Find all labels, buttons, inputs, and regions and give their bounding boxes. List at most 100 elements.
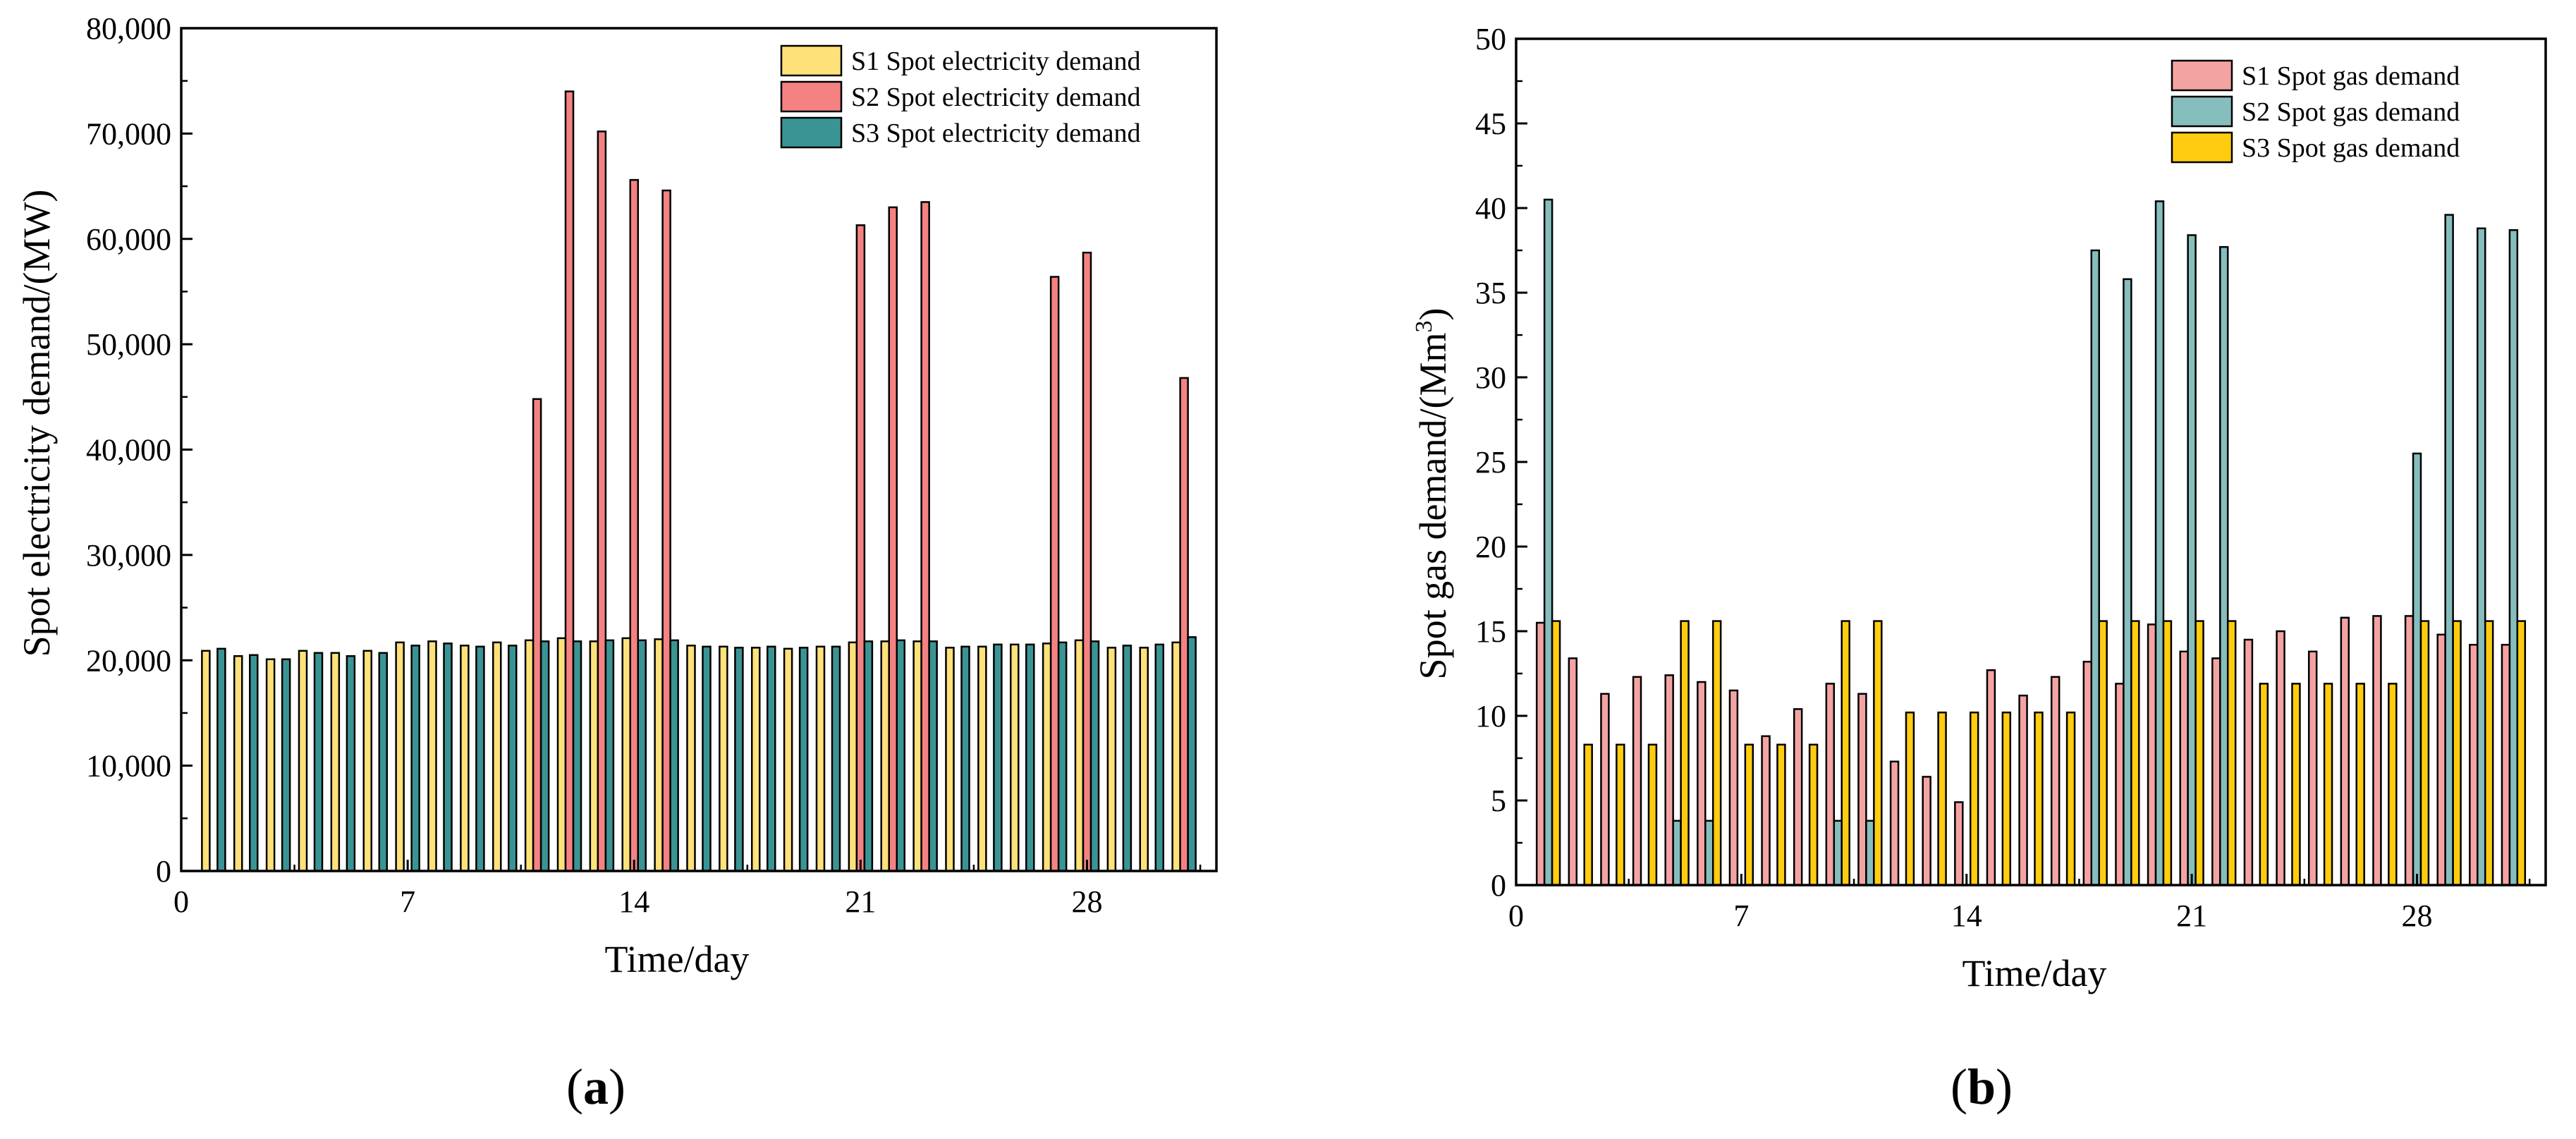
a-bar-s1-day-6 — [362, 650, 372, 872]
b-bar-s3-day-12 — [1905, 711, 1915, 887]
a-bar-s1-day-7 — [395, 641, 405, 872]
chart-b-legend: S1 Spot gas demand S2 Spot gas demand S3 S… — [2171, 59, 2460, 164]
b-bar-s2-day-1 — [1543, 198, 1553, 887]
b-x-tick-label: 14 — [1951, 899, 1982, 933]
b-bar-s1-day-14 — [1954, 801, 1964, 887]
a-legend-label-s1: S1 Spot electricity demand — [851, 47, 1141, 76]
b-bar-s3-day-18 — [2098, 620, 2108, 887]
chart-a-ylabel: Spot electricity demand/(MW) — [16, 190, 58, 657]
a-bar-s2-day-31 — [1179, 377, 1189, 872]
b-bar-s1-day-27 — [2372, 615, 2382, 887]
a-bar-s3-day-17 — [734, 647, 744, 872]
a-bar-s3-day-13 — [604, 639, 615, 872]
chart-b-xlabel: Time/day — [1962, 952, 2106, 994]
a-bar-s1-day-10 — [492, 641, 502, 872]
a-bar-s3-day-14 — [637, 639, 647, 872]
b-bar-s3-day-23 — [2259, 683, 2269, 887]
b-bar-s3-day-4 — [1647, 743, 1658, 887]
b-bar-s3-day-10 — [1841, 620, 1850, 887]
a-bar-s3-day-9 — [475, 645, 485, 872]
b-y-tick-label: 35 — [1475, 276, 1506, 310]
b-y-tick-label: 50 — [1475, 22, 1506, 56]
a-bar-s3-day-26 — [1025, 643, 1035, 872]
a-bar-s3-day-20 — [831, 645, 841, 872]
b-bar-s3-day-20 — [2162, 620, 2173, 887]
a-bar-s3-day-4 — [313, 652, 324, 872]
a-legend-swatch-s1 — [780, 44, 843, 77]
chart-a-panel-label: (a) — [566, 1059, 625, 1115]
a-bar-s2-day-21 — [855, 224, 866, 872]
chart-a-axes: 0 10,000 20,000 30,000 40,000 50,000 60,000 70,… — [86, 11, 1218, 919]
chart-b-bars — [1535, 198, 2527, 887]
a-bar-s3-day-12 — [572, 640, 582, 872]
a-bar-s3-day-1 — [216, 647, 226, 872]
a-bar-s2-day-14 — [629, 178, 640, 872]
b-bar-s1-day-30 — [2469, 643, 2479, 887]
b-bar-s3-day-6 — [1711, 620, 1722, 887]
a-legend-swatch-s3 — [780, 116, 843, 149]
a-legend-label-s2: S2 Spot electricity demand — [851, 83, 1141, 112]
b-bar-s1-day-29 — [2436, 633, 2446, 887]
b-bar-s1-day-11 — [1857, 693, 1867, 887]
b-legend-label-s2: S2 Spot gas demand — [2242, 97, 2460, 127]
b-y-tick-label: 5 — [1491, 784, 1506, 818]
b-y-tick-label: 0 — [1491, 868, 1506, 903]
a-bar-s2-day-23 — [920, 201, 930, 872]
b-bar-s1-day-9 — [1793, 708, 1803, 887]
b-bar-s2-day-29 — [2444, 214, 2454, 887]
chart-a-legend: S1 Spot electricity demand S2 Spot electr… — [780, 44, 1141, 149]
b-legend-label-s1: S1 Spot gas demand — [2242, 61, 2460, 91]
a-bar-s1-day-19 — [783, 647, 793, 872]
a-bar-s1-day-17 — [719, 645, 728, 872]
chart-b-axes: 0 5 10 15 20 25 30 35 40 45 50 0 7 14 21 28 — [1475, 22, 2547, 933]
a-bar-s2-day-27 — [1049, 276, 1060, 872]
b-y-tick-label: 45 — [1475, 106, 1506, 141]
b-x-tick-label: 0 — [1508, 899, 1524, 933]
a-bar-s1-day-21 — [848, 641, 858, 872]
b-bar-s3-day-29 — [2452, 620, 2462, 887]
b-bar-s3-day-17 — [2065, 711, 2076, 887]
a-bar-s3-day-22 — [896, 639, 906, 872]
a-bar-s3-day-6 — [378, 652, 389, 872]
a-bar-s2-day-12 — [564, 90, 575, 872]
a-bar-s3-day-7 — [410, 645, 420, 872]
b-bar-s2-day-30 — [2477, 227, 2486, 887]
a-bar-s3-day-27 — [1057, 641, 1068, 872]
b-bar-s2-day-20 — [2154, 200, 2165, 887]
b-bar-s3-day-15 — [2001, 711, 2012, 887]
b-bar-s3-day-5 — [1680, 620, 1690, 887]
a-bar-s1-day-18 — [750, 647, 761, 872]
a-bar-s3-day-28 — [1089, 640, 1100, 872]
a-y-tick-label: 30,000 — [86, 538, 171, 573]
a-legend-swatch-s2 — [780, 80, 843, 113]
b-bar-s1-day-18 — [2082, 660, 2093, 887]
a-y-tick-label: 20,000 — [86, 643, 171, 678]
b-legend-label-s3: S3 Spot gas demand — [2242, 133, 2460, 163]
a-bar-s1-day-11 — [524, 639, 535, 872]
b-bar-s2-day-19 — [2123, 278, 2132, 887]
b-legend-swatch-s2 — [2171, 95, 2233, 128]
a-bar-s1-day-28 — [1074, 639, 1085, 872]
chart-a-electricity: 0 10,000 20,000 30,000 40,000 50,000 60,000 70,… — [16, 11, 1218, 1115]
b-bar-s2-day-18 — [2090, 249, 2100, 887]
b-bar-s3-day-28 — [2419, 620, 2430, 887]
b-bar-s1-day-28 — [2404, 615, 2415, 887]
b-bar-s3-day-8 — [1776, 743, 1786, 887]
a-bar-s3-day-19 — [798, 647, 809, 872]
a-bar-s3-day-10 — [508, 645, 518, 872]
b-bar-s2-day-5 — [1672, 820, 1682, 887]
b-bar-s1-day-13 — [1922, 776, 1931, 887]
b-bar-s1-day-8 — [1761, 735, 1771, 887]
a-y-tick-label: 80,000 — [86, 11, 171, 46]
b-bar-s3-day-31 — [2516, 620, 2527, 887]
a-bar-s3-day-31 — [1187, 636, 1197, 872]
b-bar-s1-day-15 — [1986, 669, 1996, 887]
a-bar-s2-day-22 — [888, 206, 898, 872]
b-y-tick-label: 25 — [1475, 445, 1506, 480]
a-bar-s1-day-15 — [654, 638, 664, 872]
b-bar-s1-day-25 — [2307, 650, 2318, 887]
a-y-tick-label: 40,000 — [86, 433, 171, 468]
b-bar-s3-day-19 — [2130, 620, 2140, 887]
a-bar-s3-day-30 — [1154, 643, 1165, 872]
b-bar-s3-day-3 — [1616, 743, 1625, 887]
